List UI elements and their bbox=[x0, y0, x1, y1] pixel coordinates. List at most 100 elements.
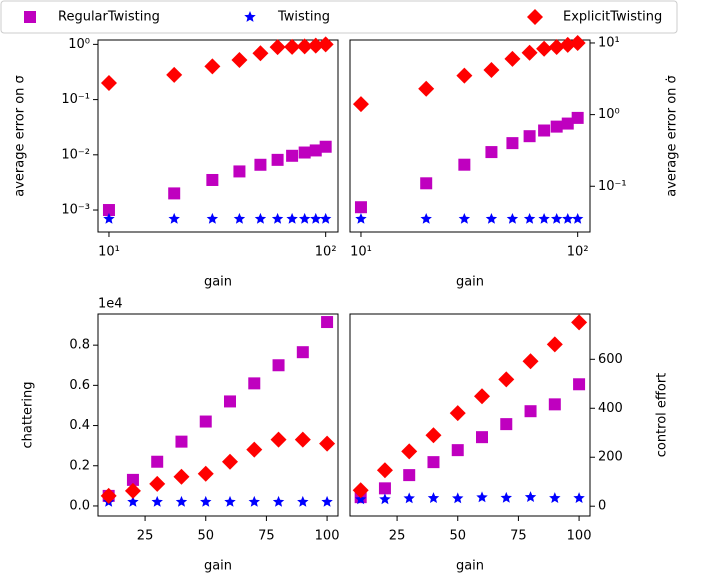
x-tick-label: 25 bbox=[389, 529, 406, 544]
legend-marker bbox=[24, 11, 36, 23]
data-point bbox=[248, 377, 261, 390]
x-tick-label: 10¹ bbox=[350, 245, 372, 260]
data-point bbox=[168, 187, 181, 200]
x-tick-label: 50 bbox=[449, 529, 466, 544]
x-tick-label: 100 bbox=[567, 529, 592, 544]
data-point bbox=[297, 495, 309, 507]
plot-frame bbox=[349, 39, 591, 233]
y-tick-label: 600 bbox=[598, 352, 623, 367]
data-point bbox=[222, 453, 239, 470]
data-point bbox=[354, 201, 367, 214]
offset-text: 1e4 bbox=[98, 297, 123, 312]
data-point bbox=[224, 495, 236, 507]
data-point bbox=[451, 444, 464, 457]
x-tick-label: 100 bbox=[315, 529, 340, 544]
y-axis-label: control effort bbox=[655, 373, 670, 458]
data-point bbox=[524, 405, 537, 418]
data-point bbox=[199, 415, 212, 428]
data-point bbox=[310, 212, 322, 224]
data-point bbox=[449, 405, 466, 422]
data-point bbox=[173, 468, 190, 485]
data-point bbox=[401, 443, 418, 460]
data-point bbox=[272, 495, 285, 507]
y-tick-label: 0.2 bbox=[69, 458, 90, 473]
x-tick-label: 10² bbox=[315, 245, 337, 260]
data-point bbox=[317, 36, 334, 53]
data-point bbox=[321, 316, 334, 329]
data-point bbox=[166, 66, 183, 83]
data-point bbox=[378, 482, 391, 495]
y-tick-label: 10⁻¹ bbox=[598, 179, 627, 194]
x-axis-label: gain bbox=[204, 559, 232, 574]
data-point bbox=[561, 117, 574, 130]
data-point bbox=[476, 491, 488, 503]
data-point bbox=[420, 212, 432, 224]
data-point bbox=[506, 137, 519, 150]
x-axis-label: gain bbox=[204, 275, 232, 290]
y-axis-label: average error on σ bbox=[13, 75, 28, 197]
legend-label: Twisting bbox=[277, 10, 330, 25]
data-point bbox=[523, 130, 536, 143]
data-point bbox=[200, 495, 212, 507]
data-point bbox=[254, 212, 267, 224]
data-point bbox=[206, 173, 219, 186]
data-point bbox=[548, 38, 565, 55]
data-point bbox=[403, 492, 415, 504]
data-point bbox=[168, 212, 180, 224]
data-point bbox=[425, 427, 442, 444]
data-point bbox=[246, 441, 263, 458]
x-tick-label: 10² bbox=[567, 245, 589, 260]
data-point bbox=[102, 204, 115, 217]
data-point bbox=[233, 212, 246, 224]
data-point bbox=[569, 34, 586, 51]
data-point bbox=[296, 38, 313, 55]
data-point bbox=[103, 212, 115, 224]
data-point bbox=[456, 67, 473, 84]
x-axis-label: gain bbox=[456, 559, 484, 574]
data-point bbox=[571, 212, 584, 224]
data-point bbox=[309, 144, 322, 157]
x-tick-label: 25 bbox=[137, 529, 154, 544]
data-point bbox=[483, 61, 500, 78]
plot-frame bbox=[349, 313, 591, 517]
data-point bbox=[458, 212, 471, 224]
data-point bbox=[126, 473, 139, 486]
y-tick-label: 0.4 bbox=[69, 418, 90, 433]
data-point bbox=[149, 475, 166, 492]
data-point bbox=[124, 482, 141, 499]
legend-label: RegularTwisting bbox=[58, 10, 160, 25]
plot-frame bbox=[97, 39, 339, 233]
data-point bbox=[474, 388, 491, 405]
data-point bbox=[100, 74, 117, 91]
legend-marker bbox=[244, 11, 256, 22]
data-point bbox=[504, 50, 521, 67]
data-point bbox=[319, 140, 332, 153]
data-point bbox=[550, 120, 563, 133]
data-point bbox=[550, 212, 563, 224]
y-axis-label: average error on σ̇ bbox=[665, 75, 680, 197]
data-point bbox=[427, 492, 440, 503]
data-point bbox=[296, 346, 309, 359]
y-tick-label: 0.0 bbox=[69, 498, 90, 513]
data-point bbox=[272, 359, 285, 372]
plot-frame bbox=[97, 313, 339, 517]
data-point bbox=[548, 398, 561, 411]
data-point bbox=[427, 456, 440, 469]
data-point bbox=[284, 38, 301, 55]
y-tick-label: 0.6 bbox=[69, 378, 90, 393]
y-tick-label: 10⁻² bbox=[61, 147, 90, 162]
data-point bbox=[379, 493, 391, 505]
x-tick-label: 10¹ bbox=[98, 245, 120, 260]
data-point bbox=[204, 58, 221, 75]
data-point bbox=[271, 153, 284, 166]
data-point bbox=[498, 371, 515, 388]
data-point bbox=[506, 212, 519, 224]
data-point bbox=[352, 96, 369, 113]
data-point bbox=[321, 495, 333, 507]
y-tick-label: 0 bbox=[598, 499, 606, 514]
y-tick-label: 10⁻³ bbox=[61, 203, 90, 218]
data-point bbox=[522, 353, 539, 370]
data-point bbox=[127, 495, 139, 507]
data-point bbox=[197, 465, 214, 482]
data-point bbox=[294, 431, 311, 448]
